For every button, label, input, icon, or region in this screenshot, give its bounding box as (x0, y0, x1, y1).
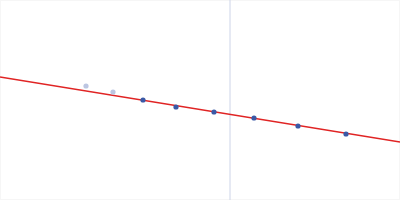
data-point (140, 97, 145, 102)
fit-line (0, 77, 400, 142)
data-point (343, 131, 348, 136)
data-point (173, 104, 178, 109)
chart (0, 0, 400, 200)
data-point (295, 123, 300, 128)
data-point (211, 109, 216, 114)
plot-area (0, 0, 400, 200)
plot-frame (1, 1, 400, 200)
reference-line (230, 0, 231, 200)
data-point (251, 115, 256, 120)
data-point (83, 83, 88, 88)
data-point (110, 89, 115, 94)
